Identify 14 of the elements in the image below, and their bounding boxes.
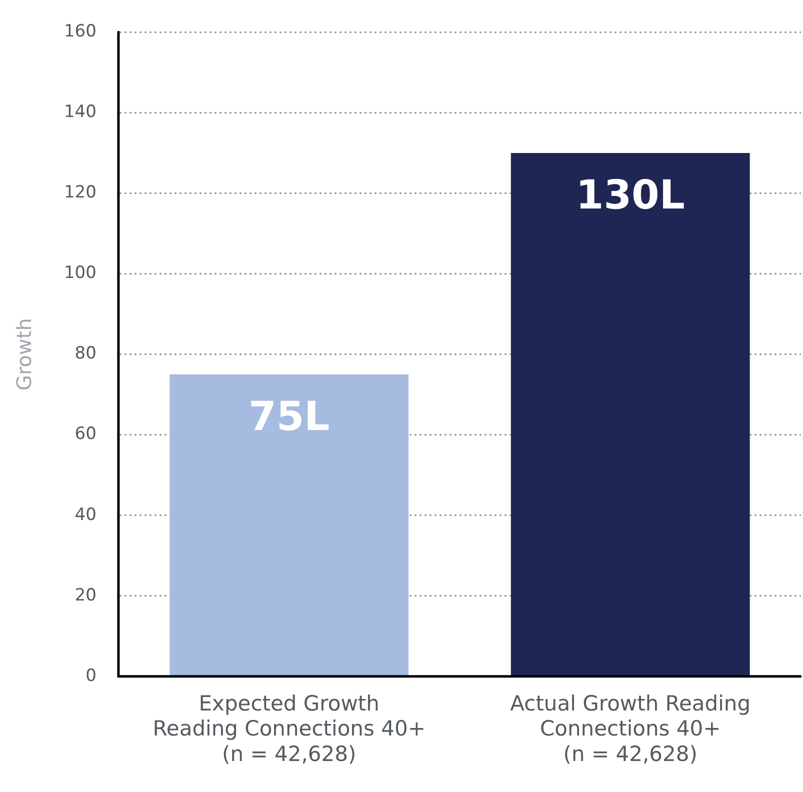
data-label: 75L — [248, 394, 330, 440]
x-tick-label: Actual Growth Reading Connections 40+ (n = 42,628) — [510, 691, 751, 766]
y-tick-label: 20 — [74, 585, 96, 606]
y-tick-label: 160 — [64, 22, 96, 42]
y-axis-title: Growth — [12, 318, 36, 391]
y-tick-label: 40 — [74, 504, 96, 525]
y-tick-label: 80 — [74, 344, 96, 364]
y-tick-label: 0 — [86, 666, 96, 686]
x-tick-label: Expected Growth Reading Connections 40+ (n = 42,628) — [152, 691, 426, 766]
y-tick-label: 120 — [64, 182, 96, 203]
y-tick-label: 100 — [64, 263, 96, 284]
data-label: 130L — [576, 172, 685, 218]
y-tick-label: 140 — [64, 102, 96, 122]
y-tick-label: 60 — [74, 424, 96, 444]
